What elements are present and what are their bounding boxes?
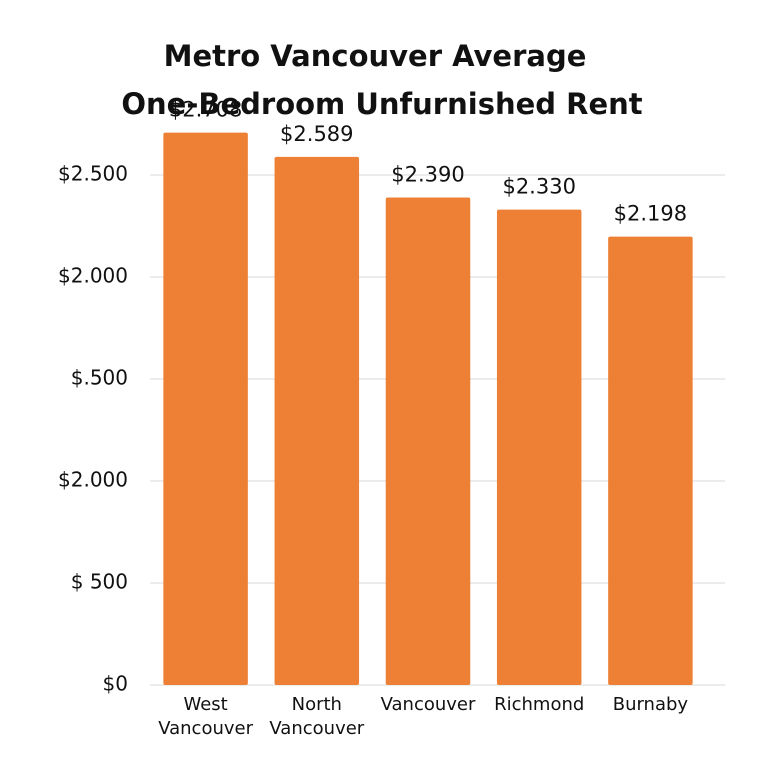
x-tick-label: Vancouver [381, 694, 476, 715]
bar [608, 236, 693, 685]
value-label: $2.390 [391, 162, 464, 186]
chart-title: One-Bedroom Unfurnished Rent [121, 87, 642, 121]
bar [163, 132, 248, 685]
y-tick-label: $0 [103, 672, 128, 696]
value-label: $2.708 [169, 98, 242, 122]
value-label: $2.589 [280, 122, 353, 146]
y-tick-label: $2.000 [58, 264, 128, 288]
value-label: $2.198 [614, 202, 687, 226]
y-tick-label: $ 500 [71, 570, 128, 594]
x-tick-label: Burnaby [613, 694, 689, 715]
y-tick-label: $2.500 [58, 162, 128, 186]
bar [385, 197, 471, 685]
bar [496, 209, 582, 685]
value-label: $2.330 [502, 175, 575, 199]
y-tick-label: $2.000 [58, 468, 128, 492]
chart-title: Metro Vancouver Average [164, 39, 587, 73]
x-tick-label: North Vancouver [269, 694, 364, 739]
x-tick-label: West Vancouver [158, 694, 253, 739]
x-tick-label: Richmond [494, 694, 584, 715]
bar [274, 156, 360, 685]
y-tick-label: $.500 [71, 366, 128, 390]
